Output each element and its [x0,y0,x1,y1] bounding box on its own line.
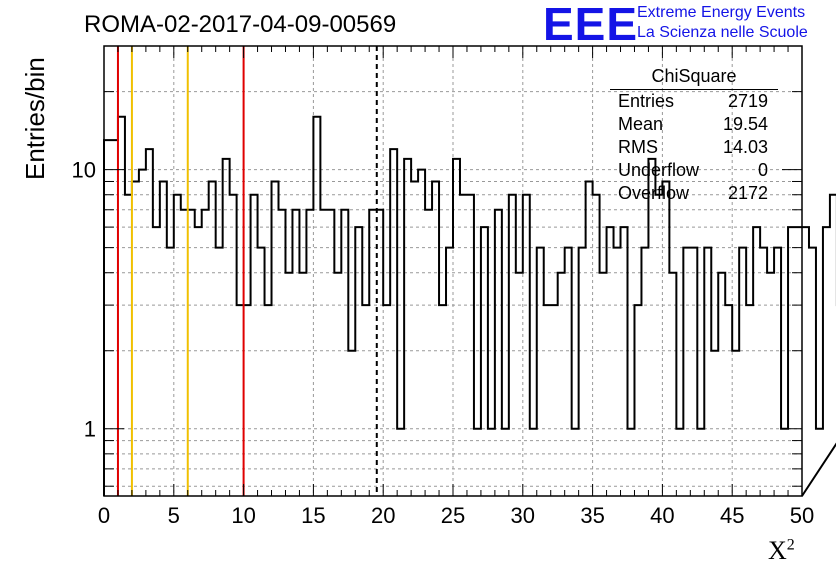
x-tick-label: 5 [168,503,180,528]
stat-label: RMS [618,137,658,157]
y-axis-label: Entries/bin [20,57,50,180]
stat-label: Overflow [618,183,690,203]
stat-label: Entries [618,91,675,111]
logo-line-1: Extreme Energy Events [637,4,806,21]
stat-label: Underflow [618,160,700,180]
x-tick-label: 40 [650,503,674,528]
y-tick-label: 1 [84,417,96,442]
logo-line-2: La Scienza nelle Scuole [637,24,808,41]
stats-title: ChiSquare [610,66,778,90]
eee-logo: EEE [543,0,639,50]
x-tick-label: 15 [301,503,325,528]
stat-row-mean: Mean 19.54 [610,113,778,136]
stat-row-overflow: Overflow 2172 [610,182,778,205]
x-tick-label: 35 [580,503,604,528]
stat-value: 2719 [727,91,768,111]
x-axis-label-sup: 2 [786,536,795,554]
stat-value: 14.03 [722,137,768,157]
y-tick-label: 10 [72,158,96,183]
x-tick-label: 45 [720,503,744,528]
stat-value: 19.54 [722,114,768,134]
x-axis-label-base: X [768,536,787,565]
run-title: ROMA-02-2017-04-09-00569 [84,11,397,38]
stats-box: ChiSquare Entries 2719 Mean 19.54 RMS 14… [610,66,778,205]
stat-row-entries: Entries 2719 [610,90,778,113]
stat-label: Mean [618,114,664,134]
x-axis-label: X2 [768,536,795,566]
stat-value: 0 [757,160,768,180]
stat-row-underflow: Underflow 0 [610,159,778,182]
x-tick-label: 10 [231,503,255,528]
stat-row-rms: RMS 14.03 [610,136,778,159]
x-tick-label: 25 [441,503,465,528]
x-tick-label: 50 [790,503,814,528]
x-tick-label: 30 [511,503,535,528]
stat-value: 2172 [727,183,768,203]
x-tick-label: 0 [98,503,110,528]
x-tick-label: 20 [371,503,395,528]
